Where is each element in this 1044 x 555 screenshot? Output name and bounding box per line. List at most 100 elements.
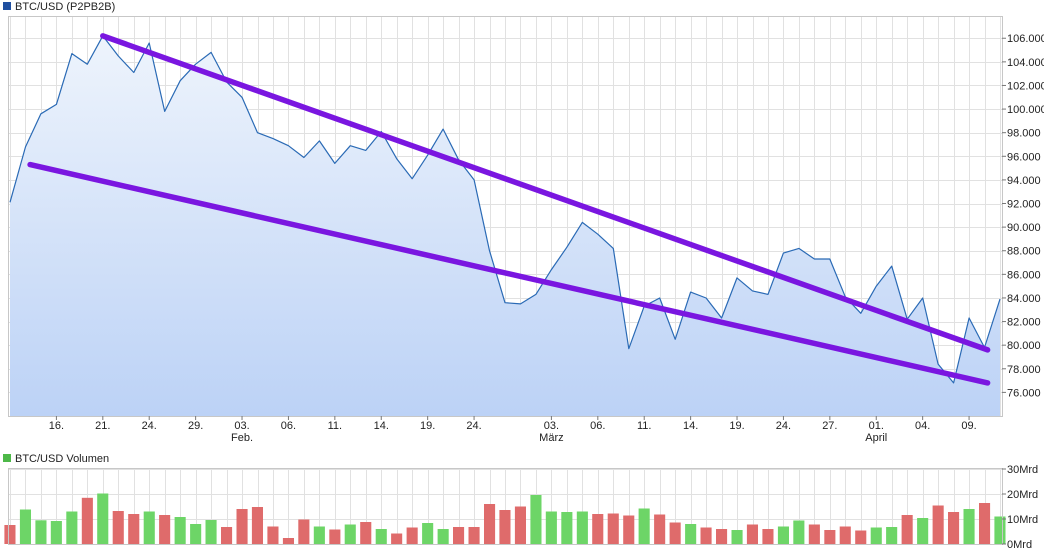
volume-bar [545,511,557,544]
volume-bar [282,538,294,544]
x-tick-label: 14. [683,420,698,432]
price-legend-label: BTC/USD (P2PB2B) [15,1,115,13]
volume-bar [514,506,526,544]
price-y-tick-label: 84.000 [1007,293,1041,305]
x-month-label: April [865,432,887,444]
price-legend: BTC/USD (P2PB2B) [3,1,115,13]
volume-bar [824,530,836,544]
volume-bar [530,495,542,544]
volume-bar [561,512,573,544]
price-area-layer [9,35,1001,417]
x-tick-label: 06. [590,420,605,432]
volume-bar [190,524,202,544]
volume-bar [81,497,93,545]
volume-bar [855,530,867,544]
price-y-tick-label: 80.000 [1007,340,1041,352]
volume-bar [917,518,929,544]
volume-bar [623,515,635,544]
x-month-label: Feb. [231,432,253,444]
volume-bar [112,511,124,544]
volume-y-axis: 0Mrd 10Mrd 20Mrd 30Mrd [1002,464,1038,551]
volume-y-tick-label: 0Mrd [1007,539,1032,551]
x-tick-label: 11. [328,420,342,432]
x-tick-label: 27. [822,420,837,432]
volume-bar [344,524,356,544]
volume-bar [607,513,619,544]
volume-bar [128,514,140,544]
volume-bar [716,529,728,544]
volume-legend-label: BTC/USD Volumen [15,453,109,465]
volume-bar [886,527,898,544]
volume-y-tick-label: 30Mrd [1007,464,1038,476]
volume-bar [839,526,851,544]
volume-bar [267,526,279,544]
price-y-tick-label: 102.000 [1007,80,1044,92]
volume-bar [870,527,882,544]
x-tick-label: 29. [188,420,203,432]
price-y-tick-label: 92.000 [1007,199,1041,211]
volume-bar [221,527,233,544]
volume-bar [700,527,712,544]
volume-bar [468,527,480,544]
volume-bar [576,511,588,544]
volume-bar [669,522,681,544]
volume-bar [638,508,650,544]
volume-y-tick-label: 10Mrd [1007,514,1038,526]
x-tick-label: 24. [142,420,157,432]
price-plot-frame [8,16,1003,417]
volume-bar [685,524,697,544]
volume-bar [592,514,604,544]
price-y-tick-label: 82.000 [1007,317,1041,329]
volume-bar [731,530,743,544]
volume-bar [35,520,47,545]
volume-bar [437,529,449,544]
price-y-tick-label: 90.000 [1007,222,1041,234]
volume-bar [948,512,960,544]
x-tick-label: 09. [961,420,976,432]
price-line [9,35,1001,384]
volume-bar [932,505,944,544]
price-y-tick-label: 100.000 [1007,104,1044,116]
volume-plot-frame [8,468,1003,545]
price-y-tick-label: 104.000 [1007,57,1044,69]
volume-bar [963,509,975,544]
volume-bar [313,526,325,544]
volume-bar [994,516,1006,544]
upper-trend-line [100,33,991,353]
volume-bar [360,522,372,544]
volume-bar [143,511,155,544]
x-tick-label: 19. [420,420,435,432]
time-x-axis: 16. 21. 24. 29. 03. 06. 11. 14. 19. 24. 03. 06. 11. 1… [49,416,977,444]
volume-bar [391,533,403,544]
volume-bar [484,504,496,544]
volume-bar [453,527,465,544]
x-tick-label: 04. [915,420,930,432]
price-y-tick-label: 86.000 [1007,269,1041,281]
volume-bar [19,509,31,544]
volume-bar [793,520,805,544]
trend-lines [27,33,991,386]
price-area [10,35,1000,417]
volume-bar [654,514,666,544]
price-y-tick-label: 88.000 [1007,246,1041,258]
volume-bar [236,509,248,544]
x-tick-label: 16. [49,420,64,432]
price-y-tick-label: 78.000 [1007,364,1041,376]
volume-bar [901,515,913,544]
volume-bar [251,507,263,544]
x-tick-label: 14. [374,420,389,432]
volume-bar [159,515,171,544]
x-tick-label: 06. [281,420,296,432]
x-tick-label: 11. [637,420,651,432]
x-tick-label: 24. [776,420,791,432]
x-tick-label: 21. [95,420,110,432]
volume-bar [97,493,109,544]
volume-bar [808,524,820,544]
volume-bars [4,493,1006,545]
price-y-axis: 76.000 78.000 80.000 82.000 84.000 86.000 88.0… [1002,33,1044,399]
x-tick-label: 01. [869,420,884,432]
x-tick-label: 03. [544,420,559,432]
volume-legend-swatch [3,454,11,462]
x-tick-label: 03. [234,420,249,432]
volume-bar [66,511,78,544]
